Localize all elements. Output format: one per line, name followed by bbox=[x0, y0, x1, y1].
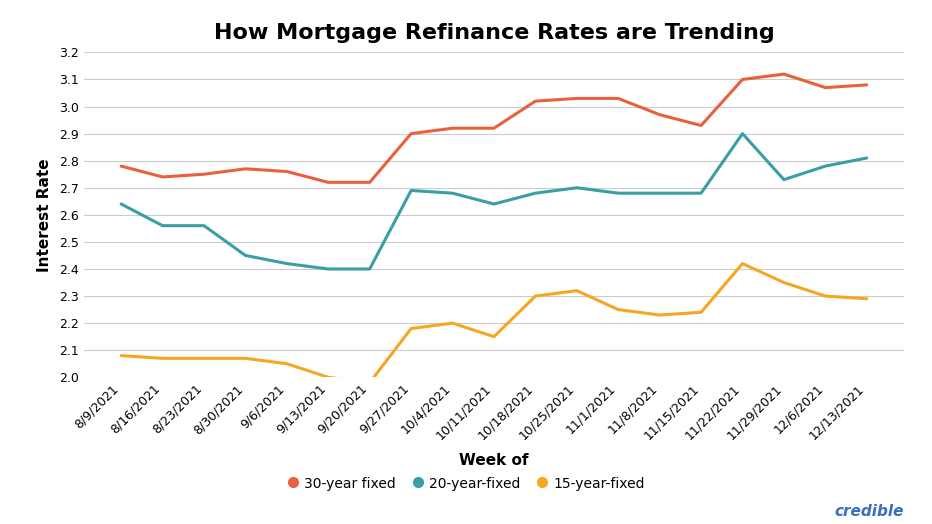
Line: 30-year fixed: 30-year fixed bbox=[121, 74, 867, 182]
Text: credible: credible bbox=[834, 504, 904, 519]
20-year-fixed bbox=[654, 190, 665, 196]
15-year-fixed bbox=[571, 288, 582, 294]
20-year-fixed bbox=[820, 163, 831, 169]
30-year fixed bbox=[240, 166, 251, 172]
15-year-fixed bbox=[447, 320, 459, 326]
20-year-fixed bbox=[612, 190, 624, 196]
30-year fixed bbox=[199, 171, 210, 177]
15-year-fixed bbox=[405, 325, 417, 332]
30-year fixed bbox=[654, 112, 665, 118]
20-year-fixed bbox=[778, 177, 789, 183]
15-year-fixed bbox=[240, 355, 251, 362]
20-year-fixed bbox=[861, 155, 872, 161]
Title: How Mortgage Refinance Rates are Trending: How Mortgage Refinance Rates are Trendin… bbox=[213, 23, 774, 42]
30-year fixed bbox=[695, 122, 706, 128]
30-year fixed bbox=[364, 179, 376, 185]
15-year-fixed bbox=[364, 379, 376, 386]
30-year fixed bbox=[737, 77, 748, 83]
15-year-fixed bbox=[861, 296, 872, 302]
20-year-fixed bbox=[116, 201, 127, 207]
30-year fixed bbox=[861, 82, 872, 88]
15-year-fixed bbox=[695, 309, 706, 315]
20-year-fixed bbox=[529, 190, 541, 196]
Line: 15-year-fixed: 15-year-fixed bbox=[121, 264, 867, 383]
30-year fixed bbox=[447, 125, 459, 132]
15-year-fixed bbox=[488, 333, 500, 340]
15-year-fixed bbox=[199, 355, 210, 362]
20-year-fixed bbox=[488, 201, 500, 207]
15-year-fixed bbox=[654, 312, 665, 318]
20-year-fixed bbox=[199, 223, 210, 229]
20-year-fixed bbox=[737, 130, 748, 137]
Line: 20-year-fixed: 20-year-fixed bbox=[121, 134, 867, 269]
20-year-fixed bbox=[281, 260, 293, 267]
20-year-fixed bbox=[405, 188, 417, 194]
30-year fixed bbox=[322, 179, 334, 185]
15-year-fixed bbox=[820, 293, 831, 299]
X-axis label: Week of: Week of bbox=[459, 453, 528, 468]
15-year-fixed bbox=[529, 293, 541, 299]
15-year-fixed bbox=[322, 374, 334, 380]
20-year-fixed bbox=[322, 266, 334, 272]
30-year fixed bbox=[116, 163, 127, 169]
Y-axis label: Interest Rate: Interest Rate bbox=[37, 158, 52, 271]
30-year fixed bbox=[405, 130, 417, 137]
20-year-fixed bbox=[240, 252, 251, 258]
20-year-fixed bbox=[447, 190, 459, 196]
20-year-fixed bbox=[157, 223, 168, 229]
20-year-fixed bbox=[364, 266, 376, 272]
30-year fixed bbox=[281, 168, 293, 174]
15-year-fixed bbox=[281, 361, 293, 367]
15-year-fixed bbox=[612, 307, 624, 313]
30-year fixed bbox=[612, 95, 624, 102]
30-year fixed bbox=[488, 125, 500, 132]
Legend: 30-year fixed, 20-year-fixed, 15-year-fixed: 30-year fixed, 20-year-fixed, 15-year-fi… bbox=[281, 471, 651, 496]
30-year fixed bbox=[157, 174, 168, 180]
20-year-fixed bbox=[571, 184, 582, 191]
30-year fixed bbox=[820, 84, 831, 91]
20-year-fixed bbox=[695, 190, 706, 196]
15-year-fixed bbox=[157, 355, 168, 362]
15-year-fixed bbox=[737, 260, 748, 267]
30-year fixed bbox=[529, 98, 541, 104]
15-year-fixed bbox=[778, 279, 789, 286]
15-year-fixed bbox=[116, 353, 127, 359]
30-year fixed bbox=[571, 95, 582, 102]
30-year fixed bbox=[778, 71, 789, 77]
